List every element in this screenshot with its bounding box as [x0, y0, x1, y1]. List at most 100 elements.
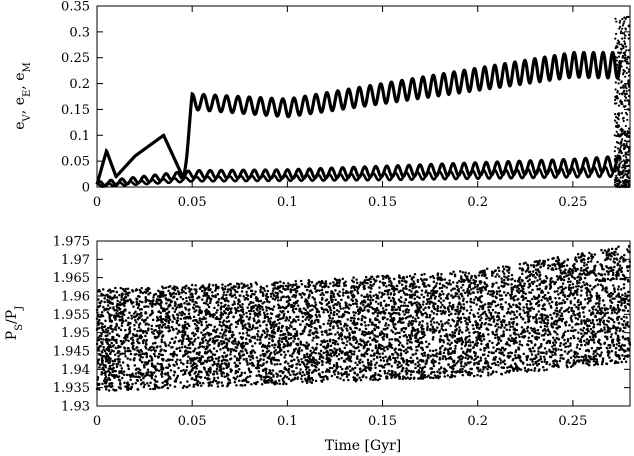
data-point — [269, 320, 272, 323]
data-point — [97, 314, 100, 318]
data-point — [260, 305, 264, 309]
data-point — [308, 380, 312, 383]
data-point — [499, 303, 503, 306]
data-point — [220, 328, 224, 331]
data-point — [623, 164, 626, 167]
data-point — [436, 374, 439, 378]
data-point — [354, 311, 357, 314]
data-point — [431, 274, 434, 278]
data-point — [273, 350, 276, 354]
data-point — [515, 310, 519, 313]
data-point — [450, 357, 453, 361]
data-point — [614, 170, 617, 173]
data-point — [525, 276, 528, 279]
data-point — [387, 283, 391, 287]
data-point — [315, 315, 319, 319]
data-point — [594, 314, 597, 318]
data-point — [468, 312, 472, 315]
data-point — [265, 361, 268, 364]
data-point — [580, 273, 584, 276]
data-point — [624, 181, 628, 184]
data-point — [510, 283, 513, 286]
data-point — [131, 341, 134, 345]
data-point — [221, 321, 225, 324]
data-point — [552, 347, 555, 351]
data-point — [256, 330, 260, 333]
data-point — [348, 365, 352, 368]
data-point — [450, 341, 453, 345]
data-point — [557, 287, 560, 290]
data-point — [341, 294, 345, 297]
data-point — [576, 293, 579, 296]
data-point — [583, 261, 586, 265]
data-point — [365, 376, 368, 379]
data-point — [605, 266, 609, 269]
data-point — [252, 349, 255, 352]
data-point — [583, 276, 587, 280]
data-point — [451, 374, 454, 377]
data-point — [158, 298, 161, 302]
data-point — [141, 300, 144, 304]
data-point — [620, 160, 623, 163]
data-point — [466, 275, 469, 278]
data-point — [529, 339, 533, 343]
data-point — [468, 320, 472, 324]
data-point — [401, 358, 405, 361]
data-point — [600, 362, 604, 366]
data-point — [377, 346, 380, 350]
data-point — [142, 381, 145, 384]
data-point — [610, 294, 613, 298]
data-point — [385, 333, 389, 337]
data-point — [524, 292, 527, 295]
data-point — [581, 329, 585, 332]
data-point — [104, 319, 107, 323]
data-point — [121, 361, 125, 364]
data-point — [469, 292, 472, 295]
data-point — [322, 378, 325, 381]
data-point — [318, 301, 322, 304]
data-point — [524, 321, 527, 324]
data-point — [589, 270, 592, 273]
data-point — [234, 320, 238, 324]
data-point — [595, 294, 598, 298]
data-point — [159, 345, 162, 348]
data-point — [431, 358, 435, 361]
data-point — [554, 349, 558, 352]
data-point — [349, 304, 352, 307]
data-point — [187, 350, 190, 354]
data-point — [148, 291, 152, 295]
data-point — [134, 319, 137, 322]
data-point — [233, 355, 237, 358]
data-point — [520, 343, 524, 347]
data-point — [487, 290, 491, 293]
data-point — [204, 287, 208, 291]
data-point — [141, 352, 145, 355]
data-point — [168, 364, 171, 368]
data-point — [366, 282, 369, 285]
data-point — [233, 380, 237, 384]
data-point — [124, 296, 128, 299]
data-point — [133, 328, 136, 331]
data-point — [610, 349, 614, 353]
data-point — [608, 330, 612, 333]
data-point — [428, 349, 432, 352]
data-point — [494, 269, 497, 272]
data-point — [289, 342, 293, 345]
data-point — [382, 335, 386, 338]
data-point — [198, 306, 201, 309]
data-point — [560, 348, 563, 352]
data-point — [255, 356, 259, 359]
data-point — [618, 27, 621, 30]
data-point — [390, 337, 394, 341]
data-point — [483, 349, 486, 352]
data-point — [129, 378, 132, 381]
data-point — [124, 299, 128, 303]
data-point — [613, 297, 616, 300]
data-point — [295, 342, 298, 346]
data-point — [329, 352, 333, 355]
data-point — [501, 360, 505, 364]
data-point — [404, 304, 407, 308]
data-point — [402, 287, 405, 290]
data-point — [614, 178, 618, 182]
data-point — [159, 315, 162, 319]
